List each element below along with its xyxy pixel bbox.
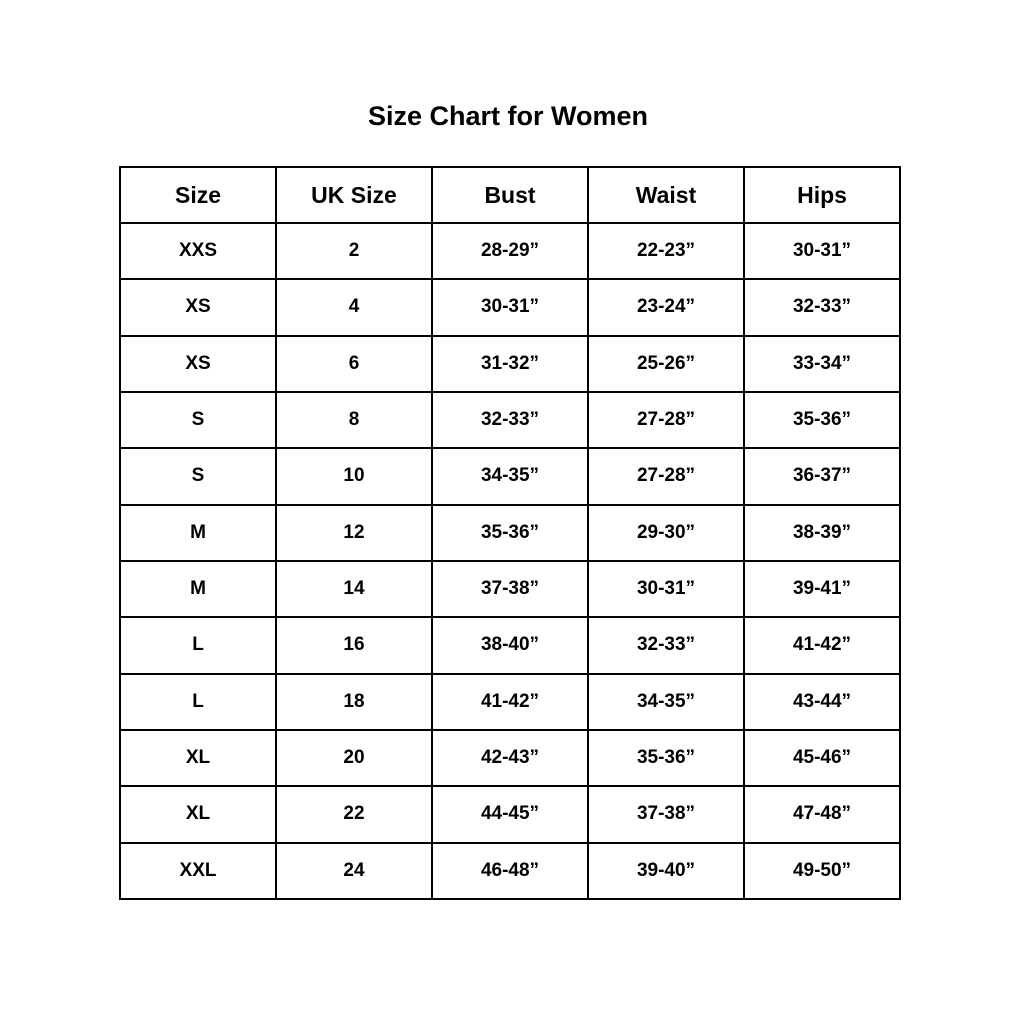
cell-hips: 33-34” [743,334,901,393]
table-row: XXL 24 46-48” 39-40” 49-50” [119,841,901,901]
table-row: L 16 38-40” 32-33” 41-42” [119,616,901,675]
cell-size: XXL [119,841,277,901]
page-title: Size Chart for Women [367,101,649,131]
cell-size: M [119,503,277,562]
cell-uk-size: 4 [275,278,433,337]
cell-hips: 45-46” [743,728,901,788]
cell-bust: 38-40” [431,616,589,675]
cell-hips: 43-44” [743,672,901,731]
cell-hips: 49-50” [743,841,901,901]
cell-uk-size: 6 [275,334,433,393]
table-row: L 18 41-42” 34-35” 43-44” [119,672,901,731]
cell-hips: 32-33” [743,278,901,337]
cell-waist: 23-24” [587,278,745,337]
cell-size: L [119,672,277,731]
cell-uk-size: 8 [275,390,433,450]
cell-uk-size: 10 [275,447,433,506]
table-row: XS 6 31-32” 25-26” 33-34” [119,334,901,393]
table-row: XS 4 30-31” 23-24” 32-33” [119,278,901,337]
cell-bust: 28-29” [431,221,589,281]
cell-bust: 44-45” [431,785,589,844]
cell-bust: 41-42” [431,672,589,731]
cell-uk-size: 2 [275,221,433,281]
table-row: S 8 32-33” 27-28” 35-36” [119,390,901,450]
cell-size: S [119,447,277,506]
table-row: XL 22 44-45” 37-38” 47-48” [119,785,901,844]
table-row: M 12 35-36” 29-30” 38-39” [119,503,901,562]
cell-hips: 47-48” [743,785,901,844]
cell-waist: 32-33” [587,616,745,675]
cell-bust: 31-32” [431,334,589,393]
cell-bust: 32-33” [431,390,589,450]
cell-waist: 37-38” [587,785,745,844]
cell-size: XL [119,728,277,788]
cell-bust: 34-35” [431,447,589,506]
cell-waist: 27-28” [587,447,745,506]
cell-size: M [119,559,277,619]
column-header-uk-size: UK Size [275,166,433,224]
cell-waist: 29-30” [587,503,745,562]
cell-uk-size: 20 [275,728,433,788]
cell-hips: 39-41” [743,559,901,619]
cell-hips: 38-39” [743,503,901,562]
size-chart-table: Size UK Size Bust Waist Hips XXS 2 28-29” 22-23… [119,166,901,901]
cell-waist: 39-40” [587,841,745,901]
cell-hips: 36-37” [743,447,901,506]
table-row: XXS 2 28-29” 22-23” 30-31” [119,221,901,281]
cell-waist: 22-23” [587,221,745,281]
cell-bust: 35-36” [431,503,589,562]
cell-uk-size: 22 [275,785,433,844]
cell-size: XS [119,334,277,393]
cell-waist: 30-31” [587,559,745,619]
cell-waist: 25-26” [587,334,745,393]
table-row: M 14 37-38” 30-31” 39-41” [119,559,901,619]
cell-waist: 34-35” [587,672,745,731]
cell-bust: 42-43” [431,728,589,788]
cell-hips: 41-42” [743,616,901,675]
cell-hips: 30-31” [743,221,901,281]
cell-uk-size: 18 [275,672,433,731]
table-row: XL 20 42-43” 35-36” 45-46” [119,728,901,788]
column-header-bust: Bust [431,166,589,224]
cell-hips: 35-36” [743,390,901,450]
cell-uk-size: 12 [275,503,433,562]
cell-bust: 37-38” [431,559,589,619]
cell-waist: 27-28” [587,390,745,450]
cell-size: S [119,390,277,450]
cell-waist: 35-36” [587,728,745,788]
cell-size: XS [119,278,277,337]
column-header-size: Size [119,166,277,224]
cell-uk-size: 14 [275,559,433,619]
cell-size: XL [119,785,277,844]
column-header-waist: Waist [587,166,745,224]
cell-uk-size: 24 [275,841,433,901]
column-header-hips: Hips [743,166,901,224]
table-row: S 10 34-35” 27-28” 36-37” [119,447,901,506]
cell-size: XXS [119,221,277,281]
cell-bust: 30-31” [431,278,589,337]
header-row: Size UK Size Bust Waist Hips [119,166,901,224]
cell-bust: 46-48” [431,841,589,901]
cell-size: L [119,616,277,675]
cell-uk-size: 16 [275,616,433,675]
